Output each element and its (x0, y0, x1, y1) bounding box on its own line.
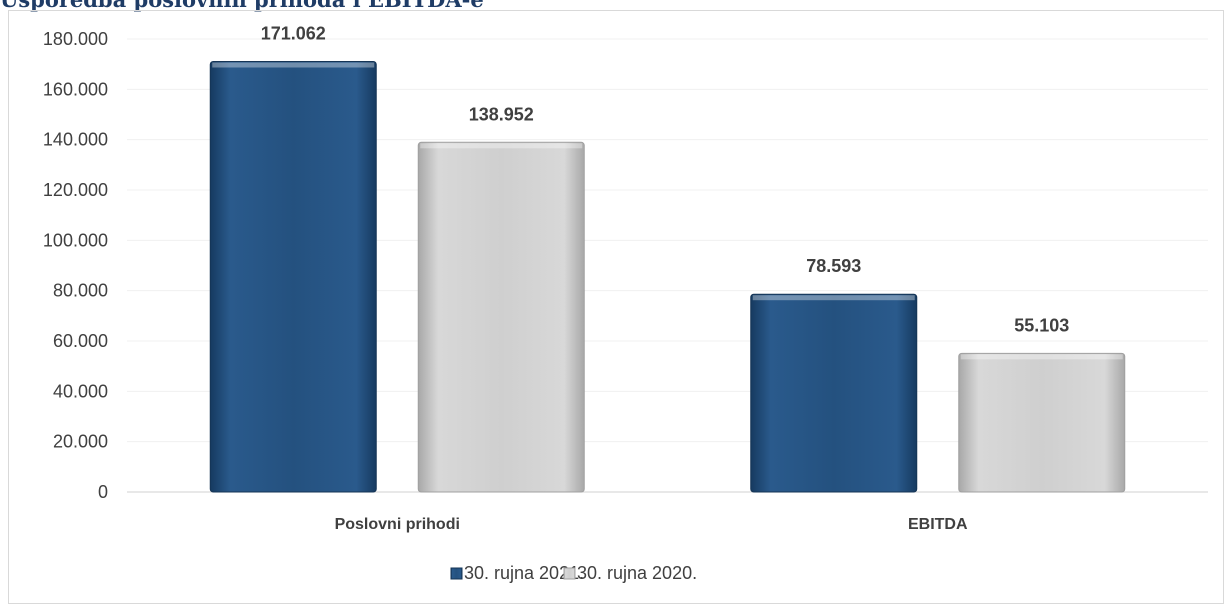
data-label: 78.593 (806, 256, 861, 276)
y-tick-label: 140.000 (43, 130, 108, 150)
legend-swatch (563, 567, 576, 580)
data-label: 55.103 (1014, 315, 1069, 335)
category-label: EBITDA (908, 516, 968, 533)
bar-highlight (212, 62, 375, 68)
category-label: Poslovni prihodi (335, 516, 460, 533)
legend-swatch (450, 567, 463, 580)
y-tick-label: 20.000 (53, 432, 108, 452)
y-tick-label: 180.000 (43, 29, 108, 49)
y-tick-label: 0 (98, 482, 108, 502)
y-tick-label: 160.000 (43, 79, 108, 99)
bar-highlight (420, 143, 583, 149)
legend-label: 30. rujna 2021. (464, 563, 584, 583)
y-tick-label: 40.000 (53, 381, 108, 401)
chart-title: Usporedba poslovnih prihoda i EBITDA-e (0, 0, 484, 12)
data-label: 138.952 (469, 104, 534, 124)
y-tick-label: 120.000 (43, 180, 108, 200)
y-tick-label: 80.000 (53, 281, 108, 301)
data-label: 171.062 (261, 23, 326, 43)
bar (209, 60, 377, 493)
bar-highlight (960, 354, 1123, 360)
legend-label: 30. rujna 2020. (577, 563, 697, 583)
y-tick-label: 100.000 (43, 230, 108, 250)
y-tick-label: 60.000 (53, 331, 108, 351)
bar (417, 141, 585, 493)
chart-frame (8, 10, 1224, 604)
bar-highlight (752, 295, 915, 301)
bar (750, 293, 918, 493)
bar (958, 352, 1126, 493)
